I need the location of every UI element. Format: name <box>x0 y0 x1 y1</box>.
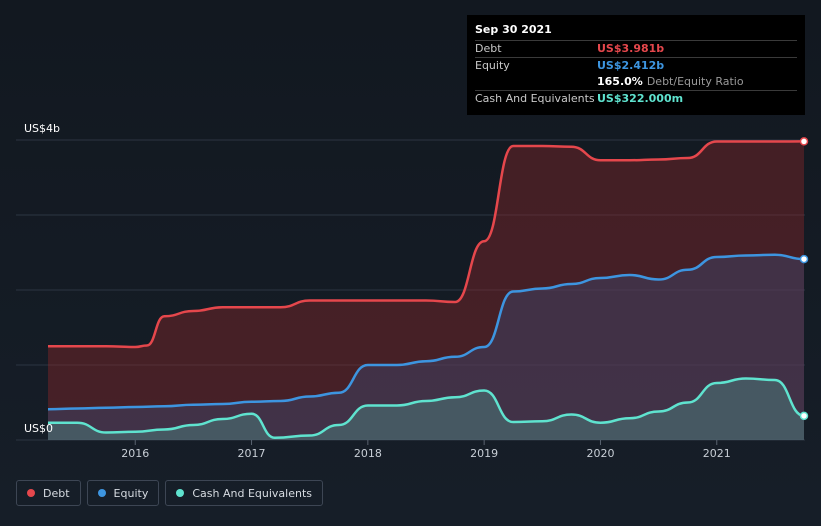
debt-line <box>47 140 805 349</box>
cash-and-equivalents-endpoint <box>799 411 809 421</box>
tooltip-label <box>475 74 597 90</box>
legend-label: Debt <box>43 486 70 500</box>
equity-endpoint <box>799 254 809 264</box>
tooltip-row-ratio: 165.0% Debt/Equity Ratio <box>475 74 797 90</box>
legend-dot-icon <box>27 489 35 497</box>
legend-dot-icon <box>97 489 106 497</box>
tooltip-value-equity: US$2.412b <box>597 59 665 72</box>
tooltip-value-cash: US$322.000m <box>597 92 684 105</box>
x-tick-label: 2020 <box>586 447 614 460</box>
x-tick-label: 2021 <box>703 447 731 460</box>
tooltip-panel: Sep 30 2021 Debt US$3.981b Equity US$2.4… <box>467 15 805 115</box>
tooltip-label: Equity <box>475 59 510 72</box>
tooltip-row-cash: Cash And Equivalents US$322.000m <box>475 90 797 107</box>
legend-label: Cash And Equivalents <box>192 486 312 500</box>
legend-item-cash[interactable]: Cash And Equivalents <box>165 480 323 506</box>
tooltip-value-debt: US$3.981b <box>597 42 665 55</box>
legend-dot-icon <box>176 489 185 497</box>
tooltip-value-ratio: 165.0% <box>597 75 643 88</box>
cash-and-equivalents-line <box>47 377 805 440</box>
y-axis-bottom-label: US$0 <box>24 422 53 435</box>
tooltip-label: Cash And Equivalents <box>475 92 595 105</box>
tooltip-row-debt: Debt US$3.981b <box>475 40 797 57</box>
debt-endpoint <box>799 137 809 146</box>
x-tick-label: 2017 <box>238 447 266 460</box>
equity-area <box>48 254 804 440</box>
cash-and-equivalents-area <box>48 378 804 440</box>
tooltip-row-equity: Equity US$2.412b <box>475 57 797 74</box>
chart-legend: Debt Equity Cash And Equivalents <box>16 480 323 506</box>
tooltip-date: Sep 30 2021 <box>475 23 552 36</box>
legend-item-equity[interactable]: Equity <box>86 480 160 506</box>
equity-line <box>47 253 805 411</box>
x-tick-label: 2018 <box>354 447 382 460</box>
debt-area <box>48 141 804 441</box>
legend-item-debt[interactable]: Debt <box>16 480 81 506</box>
tooltip-ratio-caption: Debt/Equity Ratio <box>646 75 744 88</box>
legend-label: Equity <box>113 486 149 500</box>
tooltip-label: Debt <box>475 42 502 55</box>
x-tick-label: 2016 <box>121 447 149 460</box>
x-tick-label: 2019 <box>470 447 498 460</box>
y-axis-top-label: US$4b <box>24 122 60 135</box>
